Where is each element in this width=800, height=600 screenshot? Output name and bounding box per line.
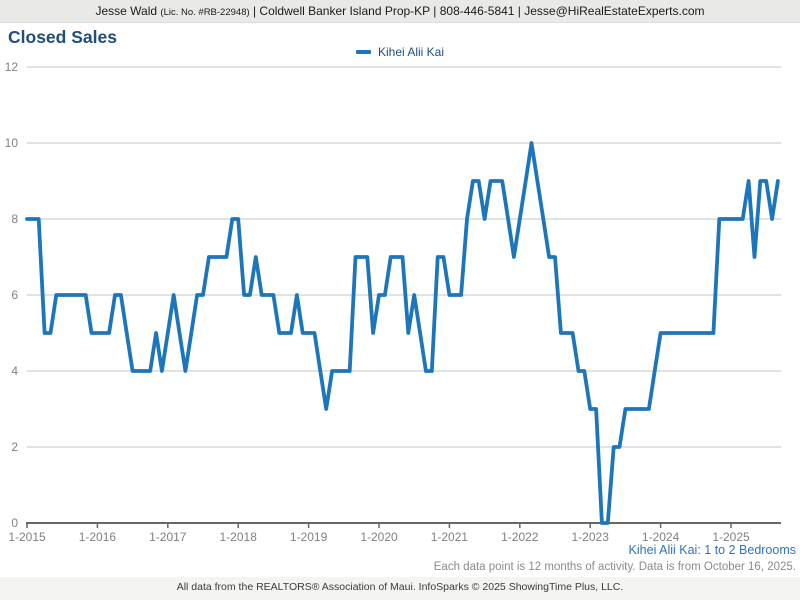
segment-footnote: Kihei Alii Kai: 1 to 2 Bedrooms bbox=[628, 543, 796, 557]
x-tick-label: 1-2018 bbox=[220, 530, 258, 544]
y-tick-label: 2 bbox=[11, 440, 18, 454]
x-tick-label: 1-2016 bbox=[79, 530, 117, 544]
x-tick-label: 1-2020 bbox=[360, 530, 398, 544]
y-tick-label: 6 bbox=[11, 288, 18, 302]
page-title: Closed Sales bbox=[8, 27, 117, 47]
closed-sales-line-chart: 0 2 4 6 8 10 12 1-2015 1-2016 1-2017 1-2018 1-2019 1… bbox=[5, 60, 781, 544]
agent-contact-details: | Coldwell Banker Island Prop-KP | 808-4… bbox=[249, 4, 705, 18]
agent-header-bar: Jesse Wald (Lic. No. #RB-22948) | Coldwe… bbox=[0, 0, 800, 23]
legend-series-label: Kihei Alii Kai bbox=[377, 45, 445, 59]
x-tick-label: 1-2025 bbox=[712, 530, 750, 544]
legend-line-swatch bbox=[355, 50, 371, 54]
y-tick-label: 0 bbox=[11, 516, 18, 530]
y-tick-label: 8 bbox=[11, 212, 18, 226]
x-tick-label: 1-2015 bbox=[8, 530, 46, 544]
x-tick-label: 1-2021 bbox=[431, 530, 469, 544]
x-tick-label: 1-2019 bbox=[290, 530, 328, 544]
y-tick-label: 10 bbox=[5, 136, 19, 150]
x-tick-label: 1-2017 bbox=[149, 530, 187, 544]
activity-footnote: Each data point is 12 months of activity… bbox=[433, 561, 796, 573]
y-tick-label: 12 bbox=[5, 60, 19, 74]
data-line bbox=[25, 141, 780, 525]
x-tick-label: 1-2022 bbox=[501, 530, 539, 544]
x-tick-label: 1-2024 bbox=[642, 530, 680, 544]
agent-name: Jesse Wald bbox=[95, 4, 158, 18]
agent-license: (Lic. No. #RB-22948) bbox=[160, 7, 250, 18]
x-tick-label: 1-2023 bbox=[572, 530, 610, 544]
chart-legend: Kihei Alii Kai bbox=[0, 45, 800, 59]
y-tick-label: 4 bbox=[11, 364, 18, 378]
data-credit-footer: All data from the REALTORS® Association … bbox=[0, 577, 800, 600]
